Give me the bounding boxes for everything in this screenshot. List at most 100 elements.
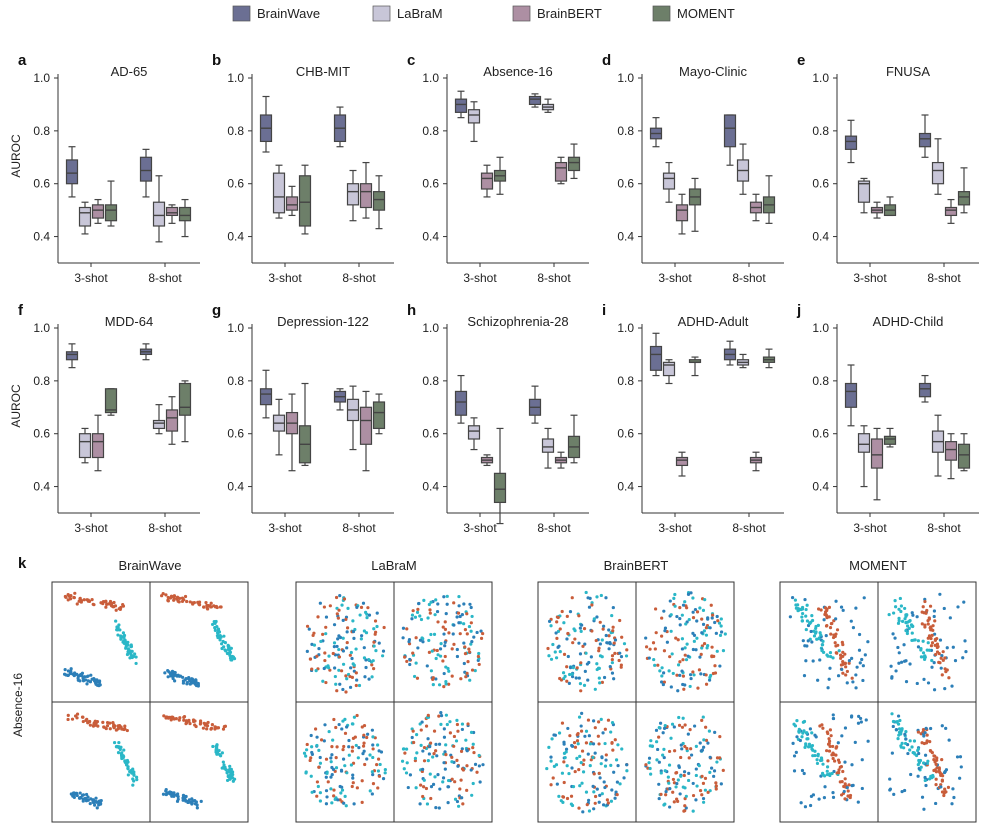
scatter-point (341, 719, 345, 723)
scatter-point (718, 735, 722, 739)
scatter-point (218, 605, 223, 609)
scatter-point (680, 637, 685, 641)
scatter-point (935, 642, 940, 646)
scatter-row-label: Absence-16 (11, 673, 25, 737)
panel-letter: j (796, 302, 801, 319)
scatter-point (450, 755, 454, 759)
scatter-point (571, 666, 575, 670)
box-body (104, 204, 118, 222)
scatter-point (354, 683, 358, 688)
scatter-point (403, 655, 407, 659)
scatter-panel-title: MOMENT (849, 558, 907, 573)
scatter-point (578, 784, 582, 788)
scatter-point (176, 792, 180, 796)
scatter-point (858, 716, 863, 721)
scatter-point (802, 674, 807, 678)
scatter-point (126, 643, 130, 647)
scatter-point (683, 646, 687, 650)
scatter-point (579, 724, 583, 728)
scatter-point (800, 768, 805, 773)
scatter-point (418, 638, 423, 642)
scatter-point (715, 649, 719, 653)
scatter-point (176, 795, 180, 799)
scatter-point (328, 604, 332, 608)
scatter-point (104, 600, 108, 604)
scatter-point (360, 634, 364, 638)
scatter-point (455, 615, 459, 619)
scatter-point (81, 676, 85, 680)
scatter-point (691, 793, 696, 798)
scatter-point (946, 785, 951, 789)
scatter-point (215, 744, 219, 748)
scatter-point (925, 733, 929, 737)
scatter-point (318, 601, 322, 605)
scatter-point (570, 672, 574, 676)
scatter-point (615, 780, 619, 784)
box-body (298, 175, 312, 227)
scatter-point (315, 780, 320, 784)
scatter-point (402, 767, 406, 771)
scatter-point (442, 595, 446, 599)
scatter-point (184, 794, 188, 799)
scatter-point (88, 723, 92, 727)
scatter-point (804, 743, 808, 748)
scatter-point (897, 616, 901, 620)
scatter-point (170, 671, 175, 675)
box-body (857, 180, 871, 203)
scatter-point (202, 605, 206, 609)
box-body (152, 201, 166, 227)
scatter-point (325, 795, 329, 799)
scatter-point (657, 726, 661, 730)
scatter-point (897, 619, 901, 623)
scatter-point (896, 645, 900, 650)
scatter-point (371, 747, 375, 751)
scatter-point (578, 652, 583, 656)
scatter-point (443, 654, 447, 659)
scatter-point (339, 768, 344, 772)
scatter-point (585, 662, 589, 666)
scatter-point (130, 771, 134, 775)
scatter-point (558, 627, 562, 631)
scatter-point (598, 681, 602, 685)
scatter-point (230, 776, 235, 780)
scatter-point (565, 665, 569, 669)
scatter-point (335, 745, 339, 749)
scatter-point (383, 767, 387, 772)
scatter-point (549, 783, 553, 787)
scatter-point (362, 646, 366, 650)
scatter-point (422, 759, 427, 763)
scatter-point (823, 610, 828, 614)
scatter-point (375, 763, 379, 767)
scatter-point (365, 757, 369, 761)
scatter-point (86, 795, 90, 799)
scatter-point (684, 658, 689, 662)
y-tick-label: 1.0 (422, 71, 439, 85)
scatter-point (855, 665, 859, 669)
scatter-point (897, 727, 902, 731)
scatter-point (378, 762, 382, 767)
scatter-point (371, 735, 375, 739)
scatter-point (913, 638, 917, 642)
scatter-point (330, 772, 334, 777)
scatter-point (654, 728, 659, 732)
scatter-point (584, 590, 588, 595)
scatter-point (673, 749, 677, 753)
scatter-point (955, 755, 960, 759)
scatter-point (372, 644, 376, 648)
scatter-point (80, 715, 85, 719)
scatter-point (433, 613, 437, 617)
scatter-point (117, 740, 121, 745)
scatter-point (859, 720, 863, 724)
scatter-point (175, 595, 180, 599)
scatter-point (335, 606, 339, 610)
scatter-point (129, 653, 133, 657)
scatter-point (562, 780, 566, 785)
scatter-point (707, 729, 712, 733)
scatter-point (578, 626, 582, 630)
scatter-point (463, 627, 468, 632)
y-axis-label: AUROC (9, 134, 23, 178)
scatter-point (66, 717, 70, 722)
scatter-point (129, 643, 133, 647)
scatter-point (571, 784, 576, 789)
